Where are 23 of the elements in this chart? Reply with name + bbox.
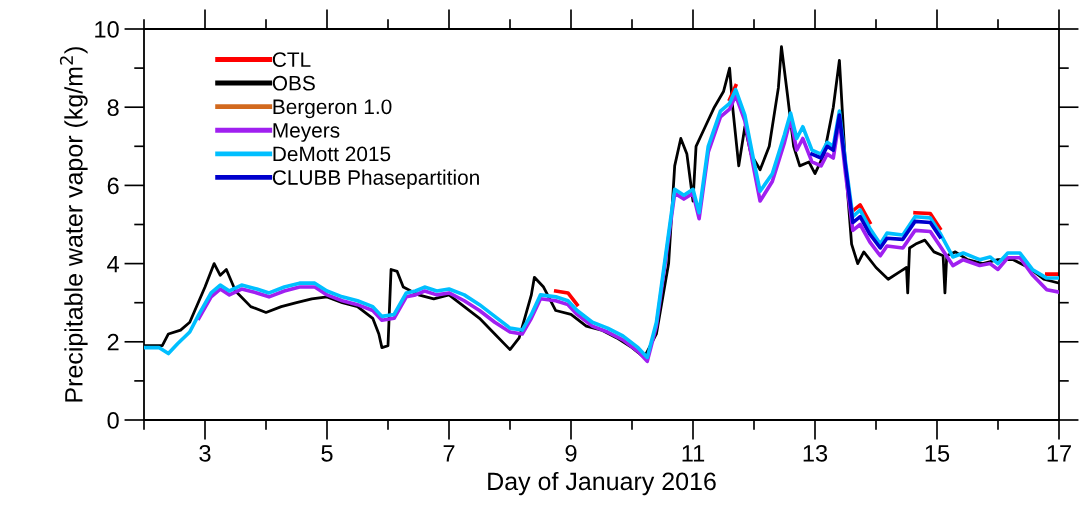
x-tick-label: 15 [925,445,950,462]
x-tick-label: 5 [321,445,333,462]
legend-label: Meyers [273,123,340,142]
x-axis-title: Day of January 2016 [488,471,716,496]
x-tick-label: 7 [443,445,455,462]
x-tick-label: 9 [565,444,577,462]
y-tick-label: 0 [107,412,119,429]
legend-label: OBS [272,75,315,91]
y-tick-label: 10 [95,21,119,38]
y-axis-title: Precipitable water vapor (kg/m$^{2}$) [59,47,88,402]
legend-label: Bergeron 1.0 [273,99,392,119]
y-tick-label: 2 [107,333,119,351]
x-tick-label: 11 [682,445,705,462]
x-tick-label: 3 [199,444,211,462]
legend-label: CLUBB Phasepartition [272,169,479,190]
line-series [810,113,942,250]
y-tick-label: 6 [107,177,119,195]
legend-label: DeMott 2015 [273,146,391,162]
y-tick-label: 4 [107,255,119,273]
y-tick-label: 8 [107,99,119,116]
legend-label: CTL [272,52,311,67]
x-tick-label: 17 [1047,445,1071,462]
x-tick-label: 13 [803,444,828,462]
